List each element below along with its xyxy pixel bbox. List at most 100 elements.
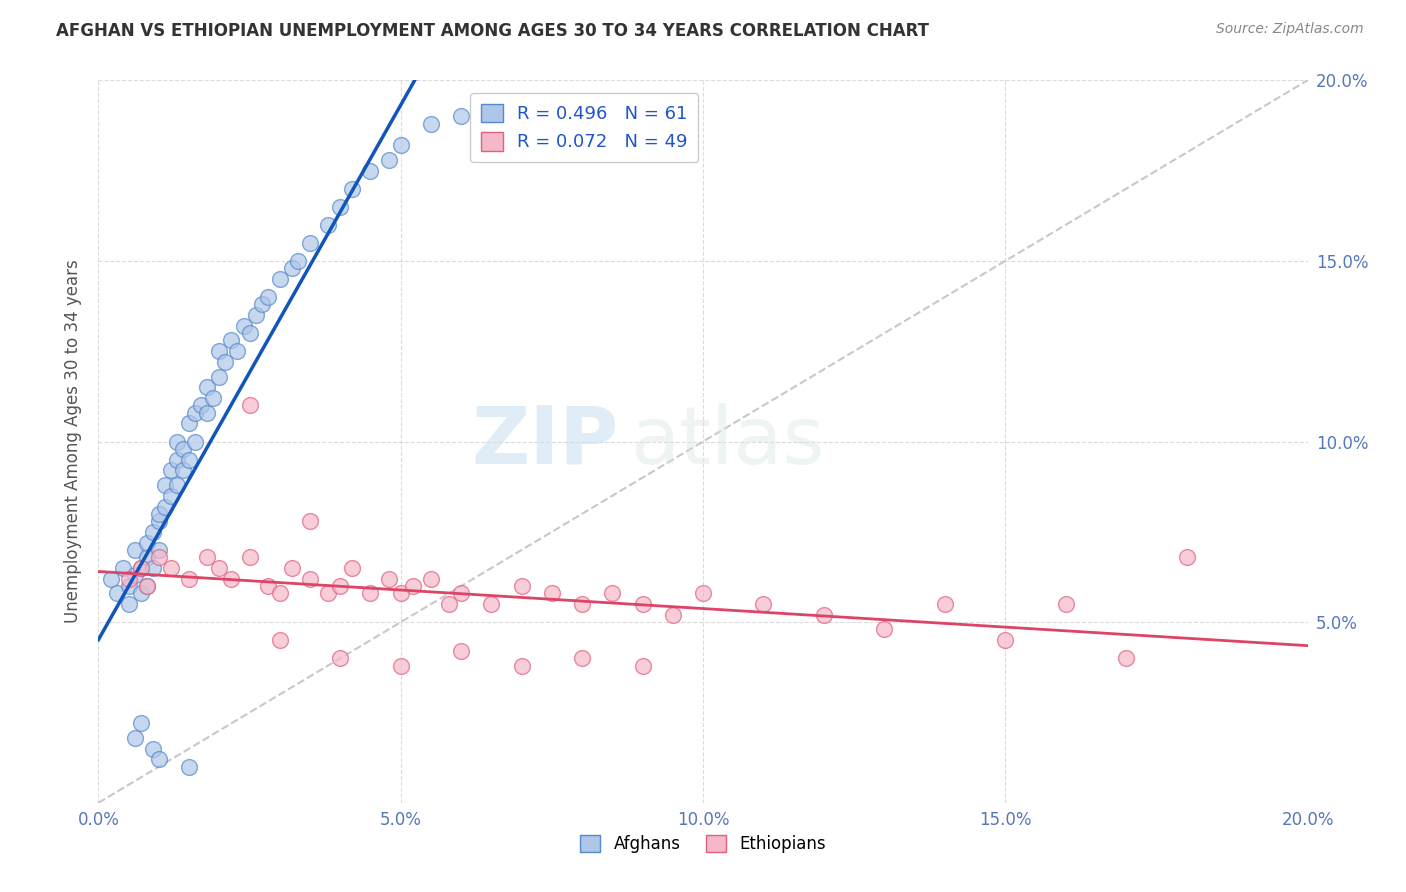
Point	[450, 586, 472, 600]
Point	[153, 478, 176, 492]
Point	[342, 182, 364, 196]
Point	[208, 344, 231, 359]
Point	[389, 586, 412, 600]
Point	[160, 463, 183, 477]
Point	[195, 406, 218, 420]
Point	[510, 579, 533, 593]
Point	[232, 318, 254, 333]
Point	[934, 597, 956, 611]
Point	[226, 344, 249, 359]
Text: atlas: atlas	[630, 402, 825, 481]
Point	[166, 434, 188, 449]
Point	[377, 572, 399, 586]
Point	[179, 417, 201, 431]
Point	[481, 597, 503, 611]
Point	[994, 633, 1017, 648]
Point	[360, 586, 382, 600]
Text: Source: ZipAtlas.com: Source: ZipAtlas.com	[1216, 22, 1364, 37]
Point	[269, 586, 291, 600]
Point	[1054, 597, 1077, 611]
Point	[179, 452, 201, 467]
Point	[510, 658, 533, 673]
Point	[1115, 651, 1137, 665]
Point	[389, 658, 412, 673]
Point	[329, 651, 352, 665]
Point	[287, 254, 309, 268]
Point	[124, 542, 146, 557]
Point	[129, 561, 152, 575]
Point	[1175, 550, 1198, 565]
Point	[239, 398, 262, 412]
Point	[250, 297, 273, 311]
Point	[316, 218, 339, 232]
Point	[752, 597, 775, 611]
Point	[571, 651, 593, 665]
Point	[540, 586, 562, 600]
Point	[111, 561, 134, 575]
Point	[377, 153, 399, 167]
Point	[166, 452, 188, 467]
Point	[129, 561, 152, 575]
Point	[190, 398, 212, 412]
Point	[661, 607, 683, 622]
Point	[281, 261, 304, 276]
Point	[195, 380, 218, 394]
Point	[602, 586, 624, 600]
Point	[142, 561, 165, 575]
Point	[360, 163, 382, 178]
Point	[221, 572, 243, 586]
Point	[208, 561, 231, 575]
Point	[129, 716, 152, 731]
Point	[269, 633, 291, 648]
Point	[184, 434, 207, 449]
Text: ZIP: ZIP	[471, 402, 619, 481]
Point	[873, 623, 896, 637]
Point	[402, 579, 425, 593]
Point	[179, 760, 201, 774]
Point	[124, 568, 146, 582]
Point	[437, 597, 460, 611]
Point	[148, 514, 170, 528]
Point	[329, 579, 352, 593]
Legend: Afghans, Ethiopians: Afghans, Ethiopians	[574, 828, 832, 860]
Point	[631, 658, 654, 673]
Point	[118, 572, 141, 586]
Point	[269, 272, 291, 286]
Point	[299, 514, 322, 528]
Point	[342, 561, 364, 575]
Point	[245, 308, 267, 322]
Point	[299, 235, 322, 250]
Point	[118, 597, 141, 611]
Point	[142, 741, 165, 756]
Point	[100, 572, 122, 586]
Point	[256, 579, 278, 593]
Point	[160, 489, 183, 503]
Point	[450, 109, 472, 123]
Point	[389, 138, 412, 153]
Point	[118, 579, 141, 593]
Point	[195, 550, 218, 565]
Point	[124, 731, 146, 745]
Point	[239, 326, 262, 340]
Point	[631, 597, 654, 611]
Point	[135, 579, 157, 593]
Point	[239, 550, 262, 565]
Point	[105, 586, 128, 600]
Point	[420, 117, 443, 131]
Point	[692, 586, 714, 600]
Point	[148, 542, 170, 557]
Point	[172, 463, 194, 477]
Point	[299, 572, 322, 586]
Point	[208, 369, 231, 384]
Point	[329, 200, 352, 214]
Point	[281, 561, 304, 575]
Point	[172, 442, 194, 456]
Point	[256, 290, 278, 304]
Point	[813, 607, 835, 622]
Point	[135, 579, 157, 593]
Point	[148, 752, 170, 766]
Point	[221, 334, 243, 348]
Point	[571, 597, 593, 611]
Point	[214, 355, 236, 369]
Point	[135, 550, 157, 565]
